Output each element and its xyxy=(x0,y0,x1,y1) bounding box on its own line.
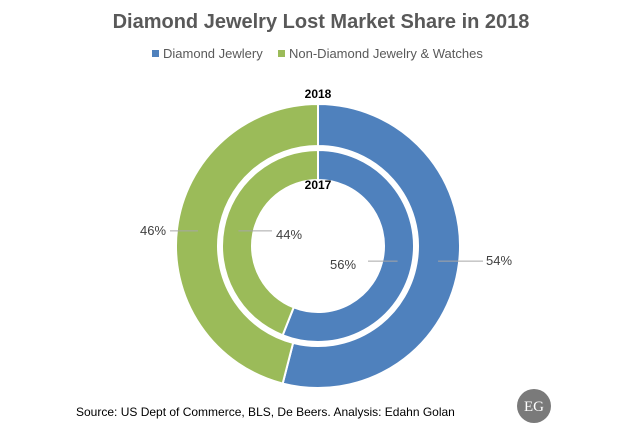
slice-label-2018-non-diamond: 46% xyxy=(140,223,166,238)
ring-label-inner: 2017 xyxy=(305,178,332,192)
slice-2018-non-diamond xyxy=(175,102,319,385)
legend-label-diamond: Diamond Jewlery xyxy=(163,46,263,61)
slice-2018-diamond xyxy=(281,102,461,389)
slice-label-2017-non-diamond: 44% xyxy=(276,227,302,242)
legend-label-non-diamond: Non-Diamond Jewelry & Watches xyxy=(289,46,483,61)
slice-label-2017-diamond: 56% xyxy=(330,257,356,272)
donut-rings xyxy=(175,102,461,389)
source-note: Source: US Dept of Commerce, BLS, De Bee… xyxy=(76,405,455,419)
legend: Diamond Jewlery Non-Diamond Jewelry & Wa… xyxy=(152,46,483,61)
eg-logo: EG xyxy=(517,389,551,423)
logo-text: EG xyxy=(524,399,544,415)
chart-title: Diamond Jewelry Lost Market Share in 201… xyxy=(113,11,530,33)
slice-2017-non-diamond xyxy=(221,148,319,337)
slice-labels: 54% 46% 56% 44% xyxy=(140,223,512,272)
slice-2017-diamond xyxy=(281,148,415,343)
legend-swatch-diamond xyxy=(152,50,159,57)
ring-label-outer: 2018 xyxy=(305,87,332,101)
slice-label-2018-diamond: 54% xyxy=(486,253,512,268)
legend-swatch-non-diamond xyxy=(278,50,285,57)
logo-badge xyxy=(517,389,551,423)
